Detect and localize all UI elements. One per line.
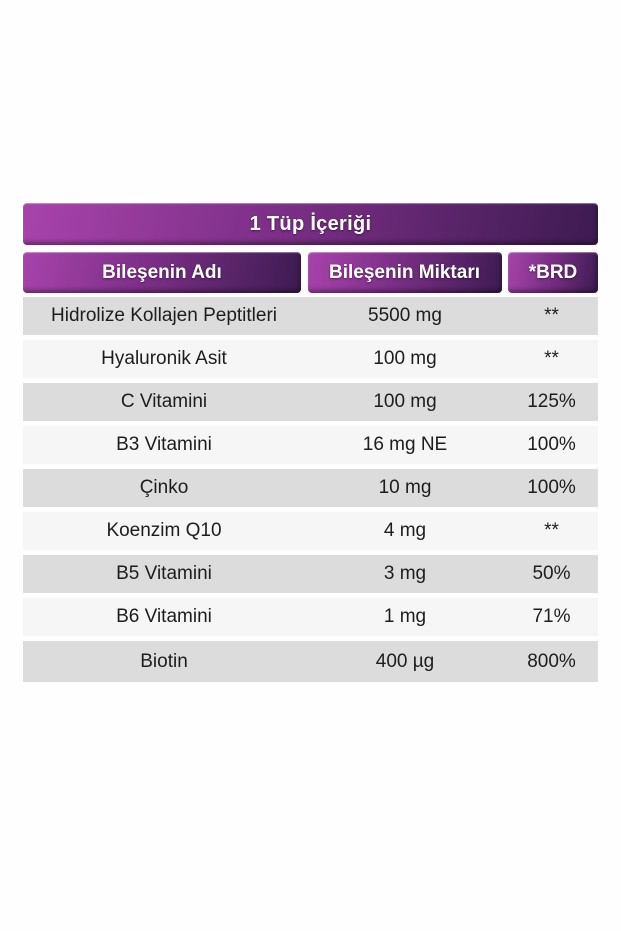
table-title-text: 1 Tüp İçeriği [249, 212, 372, 235]
cell-amount: 100 mg [373, 391, 437, 412]
cell-name: B3 Vitamini [116, 434, 212, 455]
column-header-amount: Bileşenin Miktarı [307, 252, 502, 293]
ingredients-table: 1 Tüp İçeriği Bileşenin Adı Bileşenin Mi… [23, 203, 598, 682]
cell-name: Çinko [139, 477, 189, 498]
table-title: 1 Tüp İçeriği [23, 203, 598, 245]
cell-amount: 100 mg [373, 348, 437, 369]
cell-brd: 71% [532, 606, 571, 627]
table-row: Hyaluronik Asit 100 mg ** [23, 340, 598, 378]
cell-amount: 16 mg NE [362, 434, 448, 455]
cell-name: Hidrolize Kollajen Peptitleri [51, 305, 277, 326]
column-header-brd: *BRD [508, 252, 598, 293]
cell-brd: ** [544, 520, 559, 541]
cell-name: B5 Vitamini [116, 563, 212, 584]
table-row: Koenzim Q10 4 mg ** [23, 512, 598, 550]
cell-amount: 4 mg [383, 520, 427, 541]
cell-amount: 10 mg [378, 477, 432, 498]
cell-brd: 800% [527, 650, 576, 672]
cell-brd: 100% [527, 477, 576, 498]
cell-name: Hyaluronik Asit [101, 348, 227, 369]
cell-brd: 125% [527, 391, 576, 412]
table-row: Hidrolize Kollajen Peptitleri 5500 mg ** [23, 297, 598, 335]
cell-brd: ** [544, 348, 559, 369]
cell-brd: ** [544, 305, 559, 326]
table-row: B3 Vitamini 16 mg NE 100% [23, 426, 598, 464]
cell-amount: 1 mg [383, 606, 427, 627]
cell-amount: 400 µg [375, 650, 435, 672]
column-header-name-text: Bileşenin Adı [102, 261, 222, 283]
column-header-amount-text: Bileşenin Miktarı [329, 261, 480, 283]
cell-name: B6 Vitamini [116, 606, 212, 627]
cell-brd: 100% [527, 434, 576, 455]
table-row: B6 Vitamini 1 mg 71% [23, 598, 598, 636]
table-row: Biotin 400 µg 800% [23, 641, 598, 682]
table-body: Hidrolize Kollajen Peptitleri 5500 mg ** Hy… [23, 297, 598, 682]
cell-brd: 50% [532, 563, 571, 584]
column-header-row: Bileşenin Adı Bileşenin Miktarı *BRD [23, 252, 598, 293]
cell-amount: 3 mg [383, 563, 427, 584]
column-header-brd-text: *BRD [528, 261, 578, 283]
table-row: C Vitamini 100 mg 125% [23, 383, 598, 421]
cell-name: C Vitamini [120, 391, 208, 412]
table-row: B5 Vitamini 3 mg 50% [23, 555, 598, 593]
table-row: Çinko 10 mg 100% [23, 469, 598, 507]
cell-amount: 5500 mg [368, 305, 442, 326]
cell-name: Biotin [140, 650, 188, 672]
column-header-name: Bileşenin Adı [23, 252, 301, 293]
cell-name: Koenzim Q10 [106, 520, 222, 541]
